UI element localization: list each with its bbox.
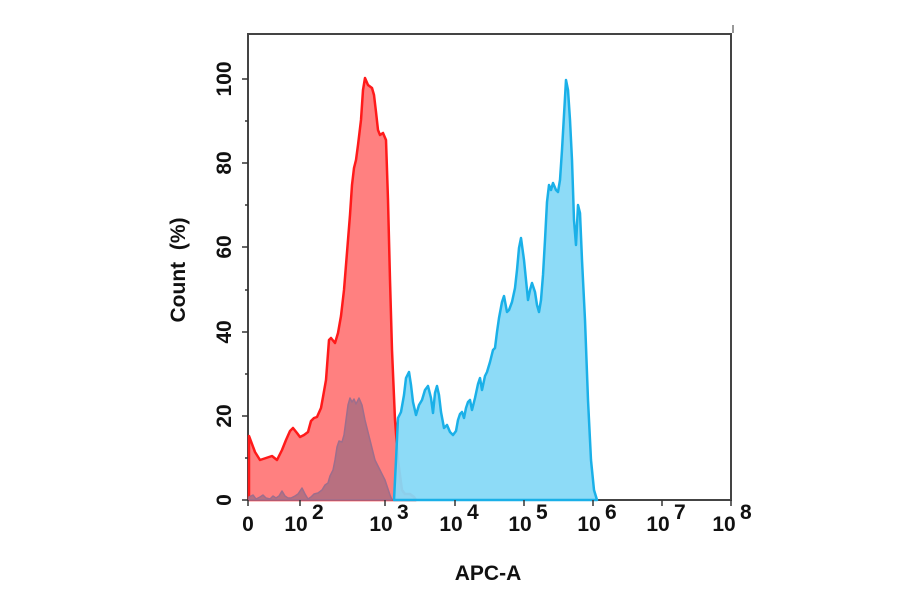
svg-text:10: 10	[712, 513, 735, 536]
svg-text:10: 10	[369, 513, 392, 536]
svg-text:3: 3	[397, 501, 409, 524]
svg-text:7: 7	[674, 501, 686, 524]
y-axis-title: Count (%)	[167, 218, 190, 323]
x-tick-labels: 0 102 103 104 105 106 107 108	[242, 501, 752, 536]
svg-text:8: 8	[740, 501, 752, 524]
x-axis-title: APC-A	[455, 562, 522, 585]
svg-text:4: 4	[467, 501, 479, 524]
svg-text:2: 2	[312, 501, 324, 524]
x-tick-1e7: 107	[646, 501, 685, 536]
svg-text:10: 10	[284, 513, 307, 536]
svg-text:6: 6	[605, 501, 617, 524]
x-tick-1e5: 105	[508, 501, 548, 536]
overlap-histogram	[248, 397, 393, 501]
svg-text:0: 0	[213, 494, 236, 506]
svg-text:5: 5	[536, 501, 548, 524]
x-axis	[247, 500, 732, 506]
x-tick-1e8: 108	[712, 501, 752, 536]
y-axis	[242, 78, 248, 501]
svg-text:0: 0	[242, 513, 254, 536]
svg-text:20: 20	[213, 404, 236, 427]
svg-text:10: 10	[508, 513, 531, 536]
svg-text:40: 40	[213, 320, 236, 343]
x-tick-1e3: 103	[369, 501, 408, 536]
x-tick-1e2: 102	[284, 501, 323, 536]
svg-text:10: 10	[577, 513, 600, 536]
x-tick-1e6: 106	[577, 501, 616, 536]
svg-text:10: 10	[646, 513, 669, 536]
corner-mark	[732, 25, 734, 33]
blue-histogram	[392, 78, 599, 502]
x-tick-1e4: 104	[439, 501, 479, 536]
y-tick-labels: 0 20 40 60 80 100	[213, 61, 236, 505]
red-histogram	[247, 76, 418, 502]
svg-text:60: 60	[213, 235, 236, 258]
svg-text:100: 100	[213, 61, 236, 96]
svg-text:80: 80	[213, 151, 236, 174]
svg-text:10: 10	[439, 513, 462, 536]
